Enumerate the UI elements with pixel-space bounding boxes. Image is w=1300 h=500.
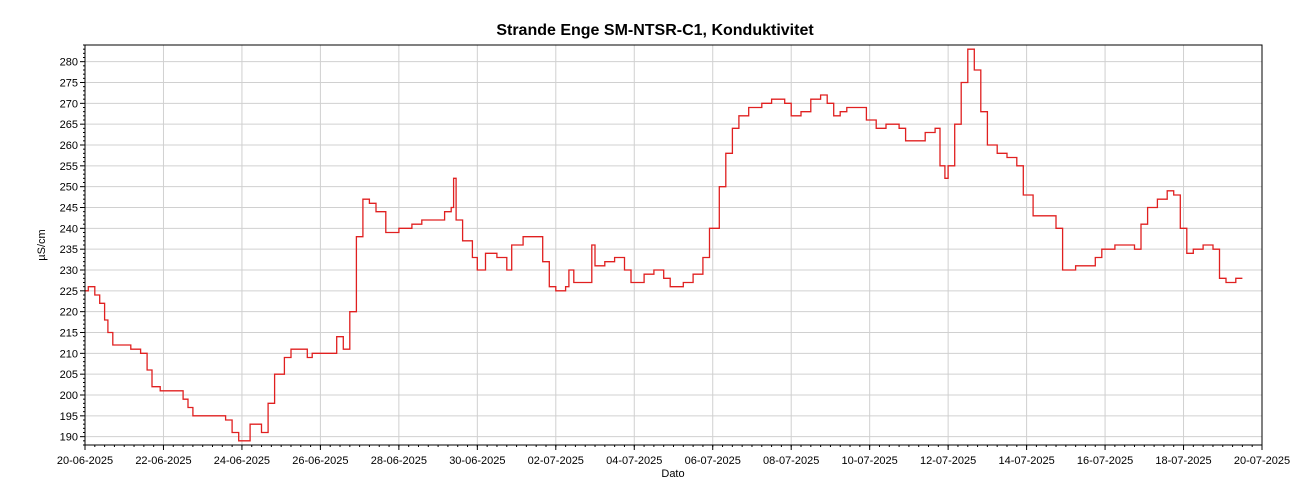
y-tick-label: 225 xyxy=(60,286,78,298)
y-tick-label: 275 xyxy=(60,78,78,90)
y-axis-label: µS/cm xyxy=(36,229,48,260)
y-tick-label: 215 xyxy=(60,328,78,340)
y-tick-label: 220 xyxy=(60,307,78,319)
y-tick-label: 255 xyxy=(60,161,78,173)
x-tick-label: 22-06-2025 xyxy=(135,455,191,467)
x-axis-label: Dato xyxy=(661,468,684,480)
y-tick-label: 240 xyxy=(60,223,78,235)
x-tick-label: 30-06-2025 xyxy=(449,455,505,467)
grid-layer xyxy=(84,45,1263,445)
x-tick-label: 12-07-2025 xyxy=(920,455,976,467)
chart-title: Strande Enge SM-NTSR-C1, Konduktivitet xyxy=(496,22,814,39)
x-tick-label: 20-06-2025 xyxy=(57,455,113,467)
x-tick-label: 14-07-2025 xyxy=(998,455,1054,467)
x-tick-label: 02-07-2025 xyxy=(528,455,584,467)
line-layer xyxy=(85,48,1243,442)
y-tick-label: 265 xyxy=(60,119,78,131)
y-tick-label: 200 xyxy=(60,390,78,402)
x-tick-label: 24-06-2025 xyxy=(214,455,270,467)
y-tick-label: 210 xyxy=(60,348,78,360)
x-tick-label: 04-07-2025 xyxy=(606,455,662,467)
series-line xyxy=(85,48,1243,442)
x-tick-label: 10-07-2025 xyxy=(842,455,898,467)
x-tick-label: 16-07-2025 xyxy=(1077,455,1133,467)
x-tick-label: 26-06-2025 xyxy=(292,455,348,467)
y-tick-label: 250 xyxy=(60,182,78,194)
y-tick-label: 280 xyxy=(60,57,78,69)
y-tick-label: 230 xyxy=(60,265,78,277)
x-tick-label: 28-06-2025 xyxy=(371,455,427,467)
x-tick-label: 06-07-2025 xyxy=(685,455,741,467)
y-tick-label: 245 xyxy=(60,203,78,215)
y-tick-label: 205 xyxy=(60,369,78,381)
plot-frame xyxy=(84,44,1263,446)
y-tick-label: 190 xyxy=(60,432,78,444)
x-tick-label: 18-07-2025 xyxy=(1155,455,1211,467)
y-tick-label: 235 xyxy=(60,244,78,256)
y-tick-label: 260 xyxy=(60,140,78,152)
x-tick-label: 20-07-2025 xyxy=(1234,455,1290,467)
tick-layer: 190 195 200 205 210 215 220 225 230 235 240 245 250 2… xyxy=(57,44,1290,467)
x-tick-label: 08-07-2025 xyxy=(763,455,819,467)
y-tick-label: 195 xyxy=(60,411,78,423)
y-tick-label: 270 xyxy=(60,98,78,110)
